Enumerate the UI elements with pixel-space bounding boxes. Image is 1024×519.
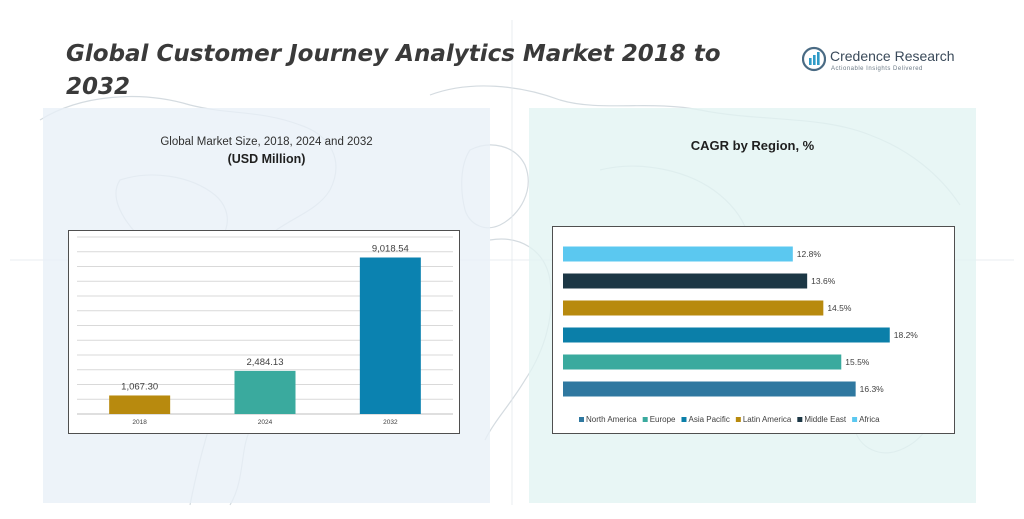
cagr-bar-africa <box>563 246 793 262</box>
cagr-value-label-asia-pacific: 18.2% <box>894 330 919 340</box>
cagr-value-label-middle-east: 13.6% <box>811 276 836 286</box>
legend-swatch-latin-america <box>735 417 741 422</box>
bar-value-label-2032: 9,018.54 <box>372 244 409 255</box>
cagr-bar-asia-pacific <box>563 327 890 343</box>
cagr-bar-north-america <box>563 381 856 397</box>
bar-value-label-2024: 2,484.13 <box>247 357 284 368</box>
credence-logo-icon <box>802 46 826 72</box>
legend-swatch-africa <box>852 417 858 422</box>
bar-2018 <box>109 395 171 414</box>
cagr-chart: 16.3% 15.5% 18.2% 14.5% 13.6% 12.8% North Amer… <box>552 226 955 434</box>
brand-name: Credence Research <box>830 48 955 64</box>
x-tick-label-2032: 2032 <box>383 419 398 426</box>
legend-label-north-america: North America <box>586 415 637 424</box>
market-size-chart-title: Global Market Size, 2018, 2024 and 2032 <box>160 136 373 148</box>
cagr-value-label-north-america: 16.3% <box>860 384 885 394</box>
brand-logo: Credence Research Actionable Insights De… <box>800 46 960 76</box>
cagr-value-label-europe: 15.5% <box>845 357 870 367</box>
cagr-horizontal-bar-chart: 16.3% 15.5% 18.2% 14.5% 13.6% 12.8% North Amer… <box>563 246 919 424</box>
bar-value-label-2018: 1,067.30 <box>121 381 158 392</box>
legend-label-latin-america: Latin America <box>743 415 792 424</box>
cagr-value-label-latin-america: 14.5% <box>827 303 852 313</box>
brand-tagline: Actionable Insights Delivered <box>831 66 923 72</box>
bar-2032 <box>359 257 421 414</box>
legend-label-europe: Europe <box>650 415 676 424</box>
cagr-bar-latin-america <box>563 300 824 316</box>
legend-swatch-north-america <box>579 417 584 422</box>
page-title: Global Customer Journey Analytics Market… <box>66 41 721 100</box>
legend-swatch-middle-east <box>797 417 803 422</box>
legend-swatch-europe <box>642 417 648 422</box>
legend-label-africa: Africa <box>859 415 880 424</box>
legend-swatch-asia-pacific <box>681 417 687 422</box>
legend-label-asia-pacific: Asia Pacific <box>688 415 729 424</box>
legend-label-middle-east: Middle East <box>804 415 847 424</box>
market-size-chart: 1,067.30 2018 2,484.13 2024 9,018.54 2032 <box>68 230 460 434</box>
x-tick-label-2018: 2018 <box>132 419 147 426</box>
cagr-bar-europe <box>563 354 842 370</box>
bar-2024 <box>234 370 296 414</box>
cagr-chart-title: CAGR by Region, % <box>690 138 815 153</box>
market-size-bar-chart: 1,067.30 2018 2,484.13 2024 9,018.54 2032 <box>77 236 453 426</box>
market-size-unit-label: (USD Million) <box>227 152 306 166</box>
cagr-value-label-africa: 12.8% <box>797 249 822 259</box>
x-tick-label-2024: 2024 <box>258 419 273 426</box>
cagr-bar-middle-east <box>563 273 808 289</box>
